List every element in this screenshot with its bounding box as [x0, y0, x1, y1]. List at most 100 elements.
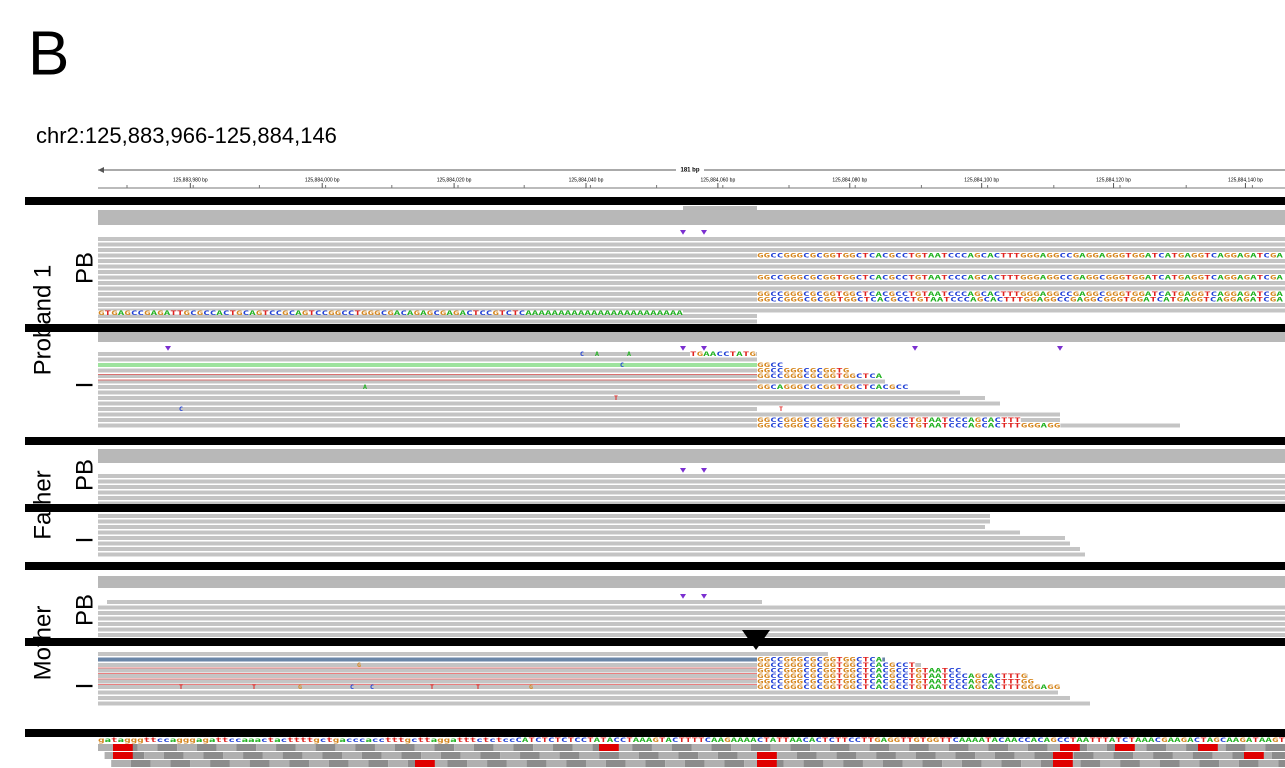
codon [606, 760, 626, 767]
codon [817, 752, 837, 759]
read [98, 391, 960, 395]
codon [263, 752, 283, 759]
ruler-tick-label: 125,884,100 bp [964, 177, 999, 183]
codon [718, 752, 738, 759]
codon [1140, 760, 1160, 767]
codon [382, 752, 402, 759]
codon [1272, 752, 1285, 759]
codon [507, 760, 527, 767]
codon [573, 744, 593, 751]
codon [190, 760, 210, 767]
codon [1153, 752, 1173, 759]
codon [982, 760, 1002, 767]
codon [579, 752, 599, 759]
sequence: GGCCGGGCGCGGTGGCTCACGCCTGTAATCCCAGCACTTT… [757, 252, 1284, 259]
codon [448, 760, 468, 767]
codon [870, 744, 890, 751]
codon [823, 760, 843, 767]
codon [197, 744, 217, 751]
read [98, 320, 757, 324]
codon [256, 744, 276, 751]
codon [903, 760, 923, 767]
codon [111, 760, 131, 767]
codon [962, 760, 982, 767]
sequence: A [363, 384, 367, 391]
codon [395, 744, 415, 751]
codon [184, 752, 204, 759]
codon [626, 760, 646, 767]
codon [434, 744, 454, 751]
track-label: Father [29, 470, 56, 539]
codon [322, 752, 342, 759]
codon [388, 760, 408, 767]
codon [401, 752, 421, 759]
codon [843, 760, 863, 767]
codon [566, 760, 586, 767]
codon [790, 744, 810, 751]
codon [1100, 760, 1120, 767]
track-label: I [71, 537, 98, 544]
codon [652, 744, 672, 751]
codon [995, 752, 1015, 759]
locus: chr2:125,883,966-125,884,146 [36, 123, 337, 148]
sequence: T [252, 684, 256, 691]
codon [955, 752, 975, 759]
codon [942, 760, 962, 767]
sequence: C [580, 351, 584, 358]
codon [533, 744, 553, 751]
codon [724, 760, 744, 767]
codon [645, 760, 665, 767]
read [98, 531, 1020, 535]
coverage [98, 449, 1285, 463]
codon [276, 744, 296, 751]
read [98, 691, 1058, 695]
track-label: PB [71, 459, 98, 491]
codon [731, 744, 751, 751]
sequence: T [179, 684, 183, 691]
read [98, 276, 757, 280]
sequence: G [298, 684, 302, 691]
codon [1001, 760, 1021, 767]
ruler-tick-label: 125,884,060 bp [700, 177, 735, 183]
codon [355, 744, 375, 751]
coverage-peak [683, 206, 757, 225]
read [98, 281, 1285, 285]
codon [487, 760, 507, 767]
codon [916, 752, 936, 759]
separator [25, 638, 1285, 646]
sequence: T [614, 395, 618, 402]
sequence: G [529, 684, 533, 691]
codon [316, 744, 336, 751]
codon [968, 744, 988, 751]
track-label: PB [71, 252, 98, 284]
read [98, 491, 1285, 495]
ruler-tick-label: 125,884,040 bp [569, 177, 604, 183]
codon [1239, 760, 1259, 767]
codon [1160, 760, 1180, 767]
codon [335, 744, 355, 751]
ruler-tick-label: 125,884,020 bp [437, 177, 472, 183]
codon [1147, 744, 1167, 751]
sequence: T [476, 684, 480, 691]
codon [619, 752, 639, 759]
sequence: TGAACCTATG [690, 351, 757, 358]
read [98, 547, 1080, 551]
codon [144, 752, 164, 759]
track-label: PB [71, 594, 98, 626]
codon [837, 752, 857, 759]
codon [230, 760, 250, 767]
codon [685, 760, 705, 767]
codon [784, 760, 804, 767]
stop-codon [113, 744, 133, 751]
ruler-tick-label: 125,883,980 bp [173, 177, 208, 183]
codon [560, 752, 580, 759]
codon [1087, 744, 1107, 751]
igv-screenshot: B chr2:125,883,966-125,884,146 181 bp 12… [0, 0, 1285, 768]
codon [1028, 744, 1048, 751]
sequence: GGCAGGGCGCGGTGGCTCACGCC [757, 384, 909, 391]
codon [738, 752, 758, 759]
read [98, 402, 1000, 406]
read [98, 396, 985, 400]
codon [672, 744, 692, 751]
